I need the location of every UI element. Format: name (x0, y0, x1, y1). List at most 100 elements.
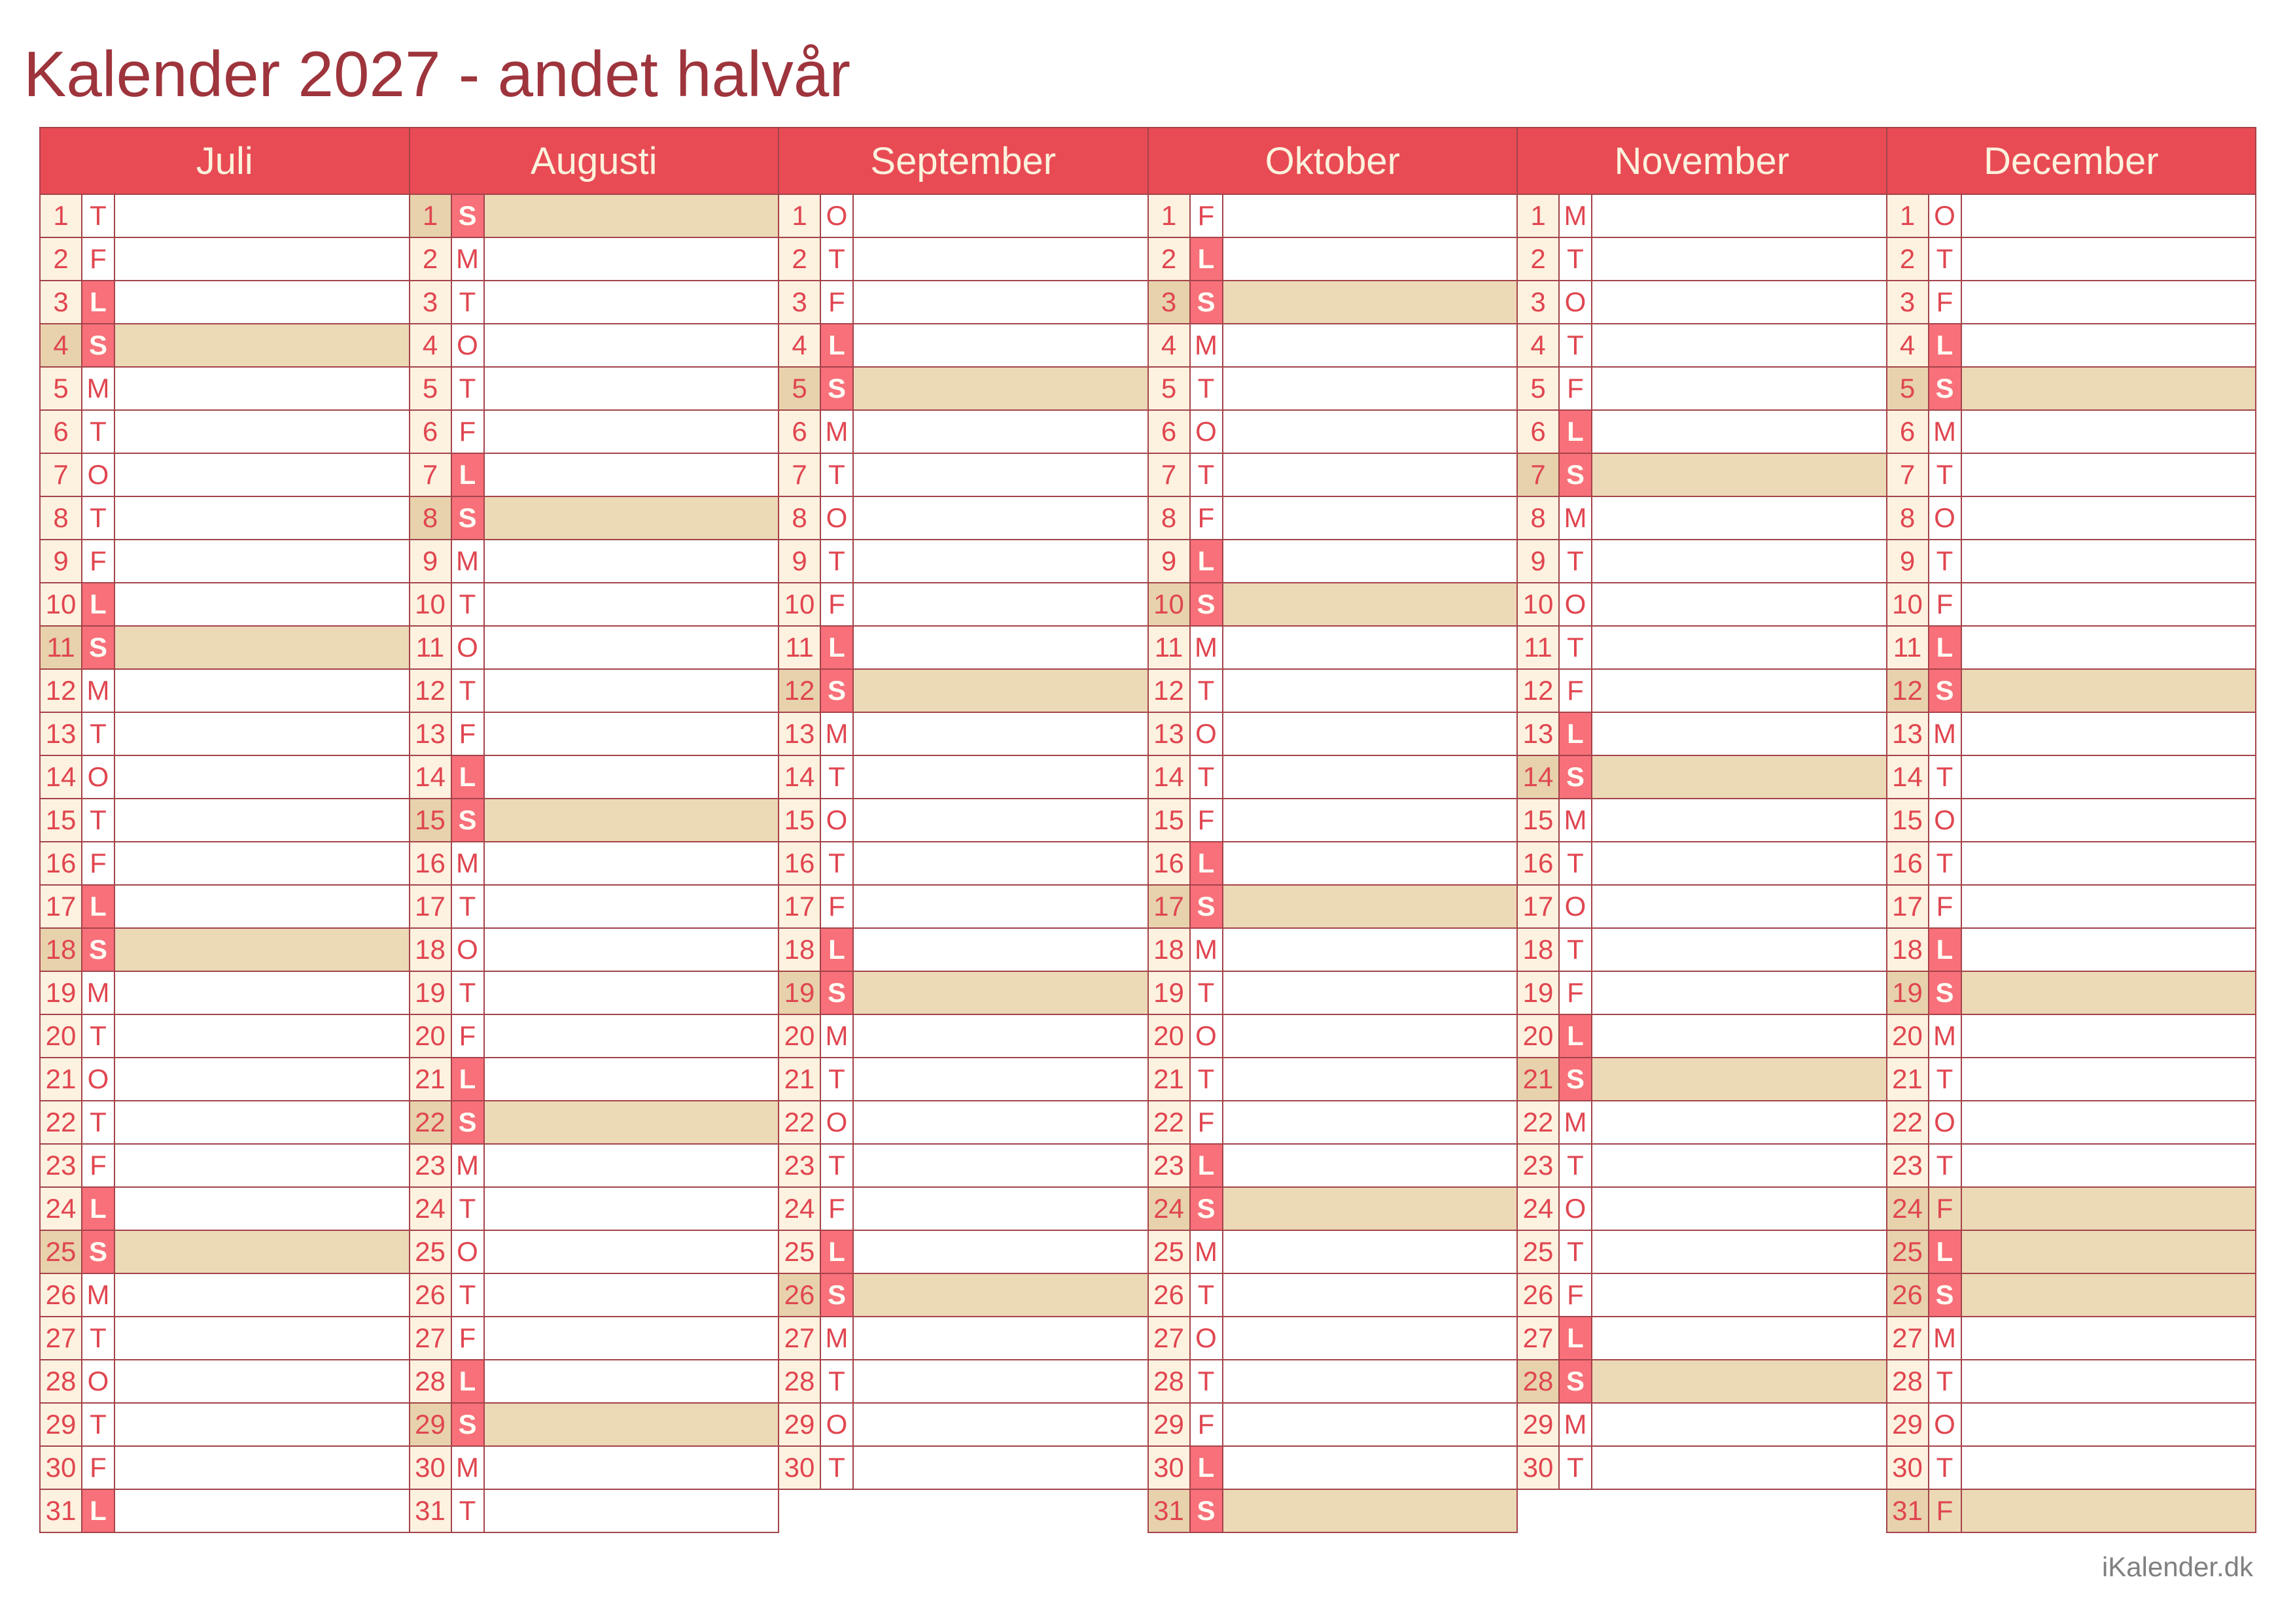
day-writing-area (1962, 972, 2256, 1014)
day-writing-area (115, 583, 409, 625)
day-writing-area (854, 281, 1148, 323)
day-writing-area (854, 1188, 1148, 1230)
day-number-cell: 12 (1887, 670, 1929, 712)
day-writing-area (1223, 1360, 1517, 1402)
day-letter-cell: M (1929, 1317, 1962, 1359)
day-writing-area (854, 1015, 1148, 1057)
day-writing-area (1223, 411, 1517, 453)
day-number-cell: 30 (779, 1447, 821, 1489)
day-row: 10 L (41, 582, 409, 625)
day-letter-cell: S (82, 929, 115, 971)
day-letter-cell: M (1929, 411, 1962, 453)
day-number-cell: 6 (779, 411, 821, 453)
day-writing-area (1962, 454, 2256, 496)
day-letter-cell: O (82, 756, 115, 798)
day-row: 31 T (410, 1489, 778, 1532)
day-writing-area (1592, 497, 1886, 539)
day-writing-area (115, 411, 409, 453)
day-writing-area (1962, 1317, 2256, 1359)
day-writing-area (1962, 1231, 2256, 1273)
day-letter-cell: T (1560, 238, 1592, 280)
day-writing-area (1223, 929, 1517, 971)
day-writing-area (115, 1015, 409, 1057)
day-number-cell: 11 (410, 627, 452, 668)
day-row: 28 T (1887, 1359, 2255, 1402)
day-letter-cell: O (452, 1231, 485, 1273)
day-number-cell: 29 (1887, 1404, 1929, 1445)
day-letter-cell: S (82, 324, 115, 366)
day-writing-area (485, 1231, 779, 1273)
day-writing-area (1962, 281, 2256, 323)
day-number-cell: 17 (410, 886, 452, 927)
day-letter-cell: F (1191, 1404, 1223, 1445)
day-writing-area (1592, 1274, 1886, 1316)
day-row: 12 T (1148, 668, 1516, 712)
day-row: 20 M (1887, 1014, 2255, 1057)
day-row: 17 S (1148, 884, 1516, 927)
day-number-cell: 27 (1887, 1317, 1929, 1359)
day-letter-cell: T (452, 583, 485, 625)
day-row: 28 T (1148, 1359, 1517, 1402)
day-letter-cell: T (1929, 842, 1962, 884)
day-letter-cell: S (1190, 886, 1223, 927)
day-row: 14 T (1887, 755, 2255, 798)
day-row: 17 F (779, 884, 1148, 927)
day-row: 30 L (1148, 1445, 1516, 1489)
day-letter-cell: S (1560, 454, 1592, 496)
day-row: 14 S (1518, 755, 1886, 798)
day-writing-area (115, 972, 409, 1014)
day-row: 11 L (1887, 625, 2255, 668)
day-letter-cell: L (1560, 411, 1592, 453)
day-writing-area (1962, 195, 2256, 237)
day-number-cell: 13 (1887, 713, 1929, 755)
day-writing-area (115, 1404, 409, 1445)
day-row: 16 T (779, 841, 1148, 884)
day-writing-area (1962, 1058, 2256, 1100)
day-letter-cell: O (82, 454, 115, 496)
day-number-cell: 6 (410, 411, 452, 453)
day-letter-cell: M (1560, 1404, 1592, 1445)
day-number-cell: 26 (1887, 1274, 1929, 1316)
day-row: 15 T (41, 798, 409, 841)
day-number-cell: 23 (1887, 1145, 1929, 1186)
day-letter-cell: O (1560, 583, 1592, 625)
day-row: 30 T (1887, 1445, 2255, 1489)
day-letter-cell: L (1190, 540, 1223, 582)
day-row: 20 F (410, 1014, 778, 1057)
day-writing-area (1962, 1490, 2256, 1532)
day-number-cell: 14 (1148, 756, 1191, 798)
day-row: 26 T (1148, 1273, 1516, 1316)
day-number-cell: 10 (1148, 583, 1191, 625)
day-number-cell: 11 (1518, 627, 1560, 668)
day-letter-cell: L (1560, 713, 1592, 755)
day-letter-cell: O (452, 929, 485, 971)
day-letter-cell: O (82, 1058, 115, 1100)
day-writing-area (485, 411, 779, 453)
day-row: 26 T (410, 1273, 778, 1316)
day-writing-area (115, 842, 409, 884)
day-number-cell: 16 (1148, 842, 1191, 884)
day-letter-cell: F (1560, 670, 1592, 712)
day-writing-area (1223, 1101, 1517, 1143)
day-row: 18 T (1518, 927, 1886, 971)
day-number-cell: 3 (779, 281, 821, 323)
day-number-cell: 22 (41, 1101, 82, 1143)
day-number-cell: 5 (410, 368, 452, 409)
day-letter-cell: M (452, 540, 485, 582)
day-writing-area (854, 195, 1148, 237)
day-letter-cell: T (1560, 324, 1592, 366)
day-letter-cell: O (821, 1404, 854, 1445)
day-writing-area (115, 1188, 409, 1230)
day-number-cell: 8 (1518, 497, 1560, 539)
day-row: 21 S (1518, 1057, 1886, 1100)
